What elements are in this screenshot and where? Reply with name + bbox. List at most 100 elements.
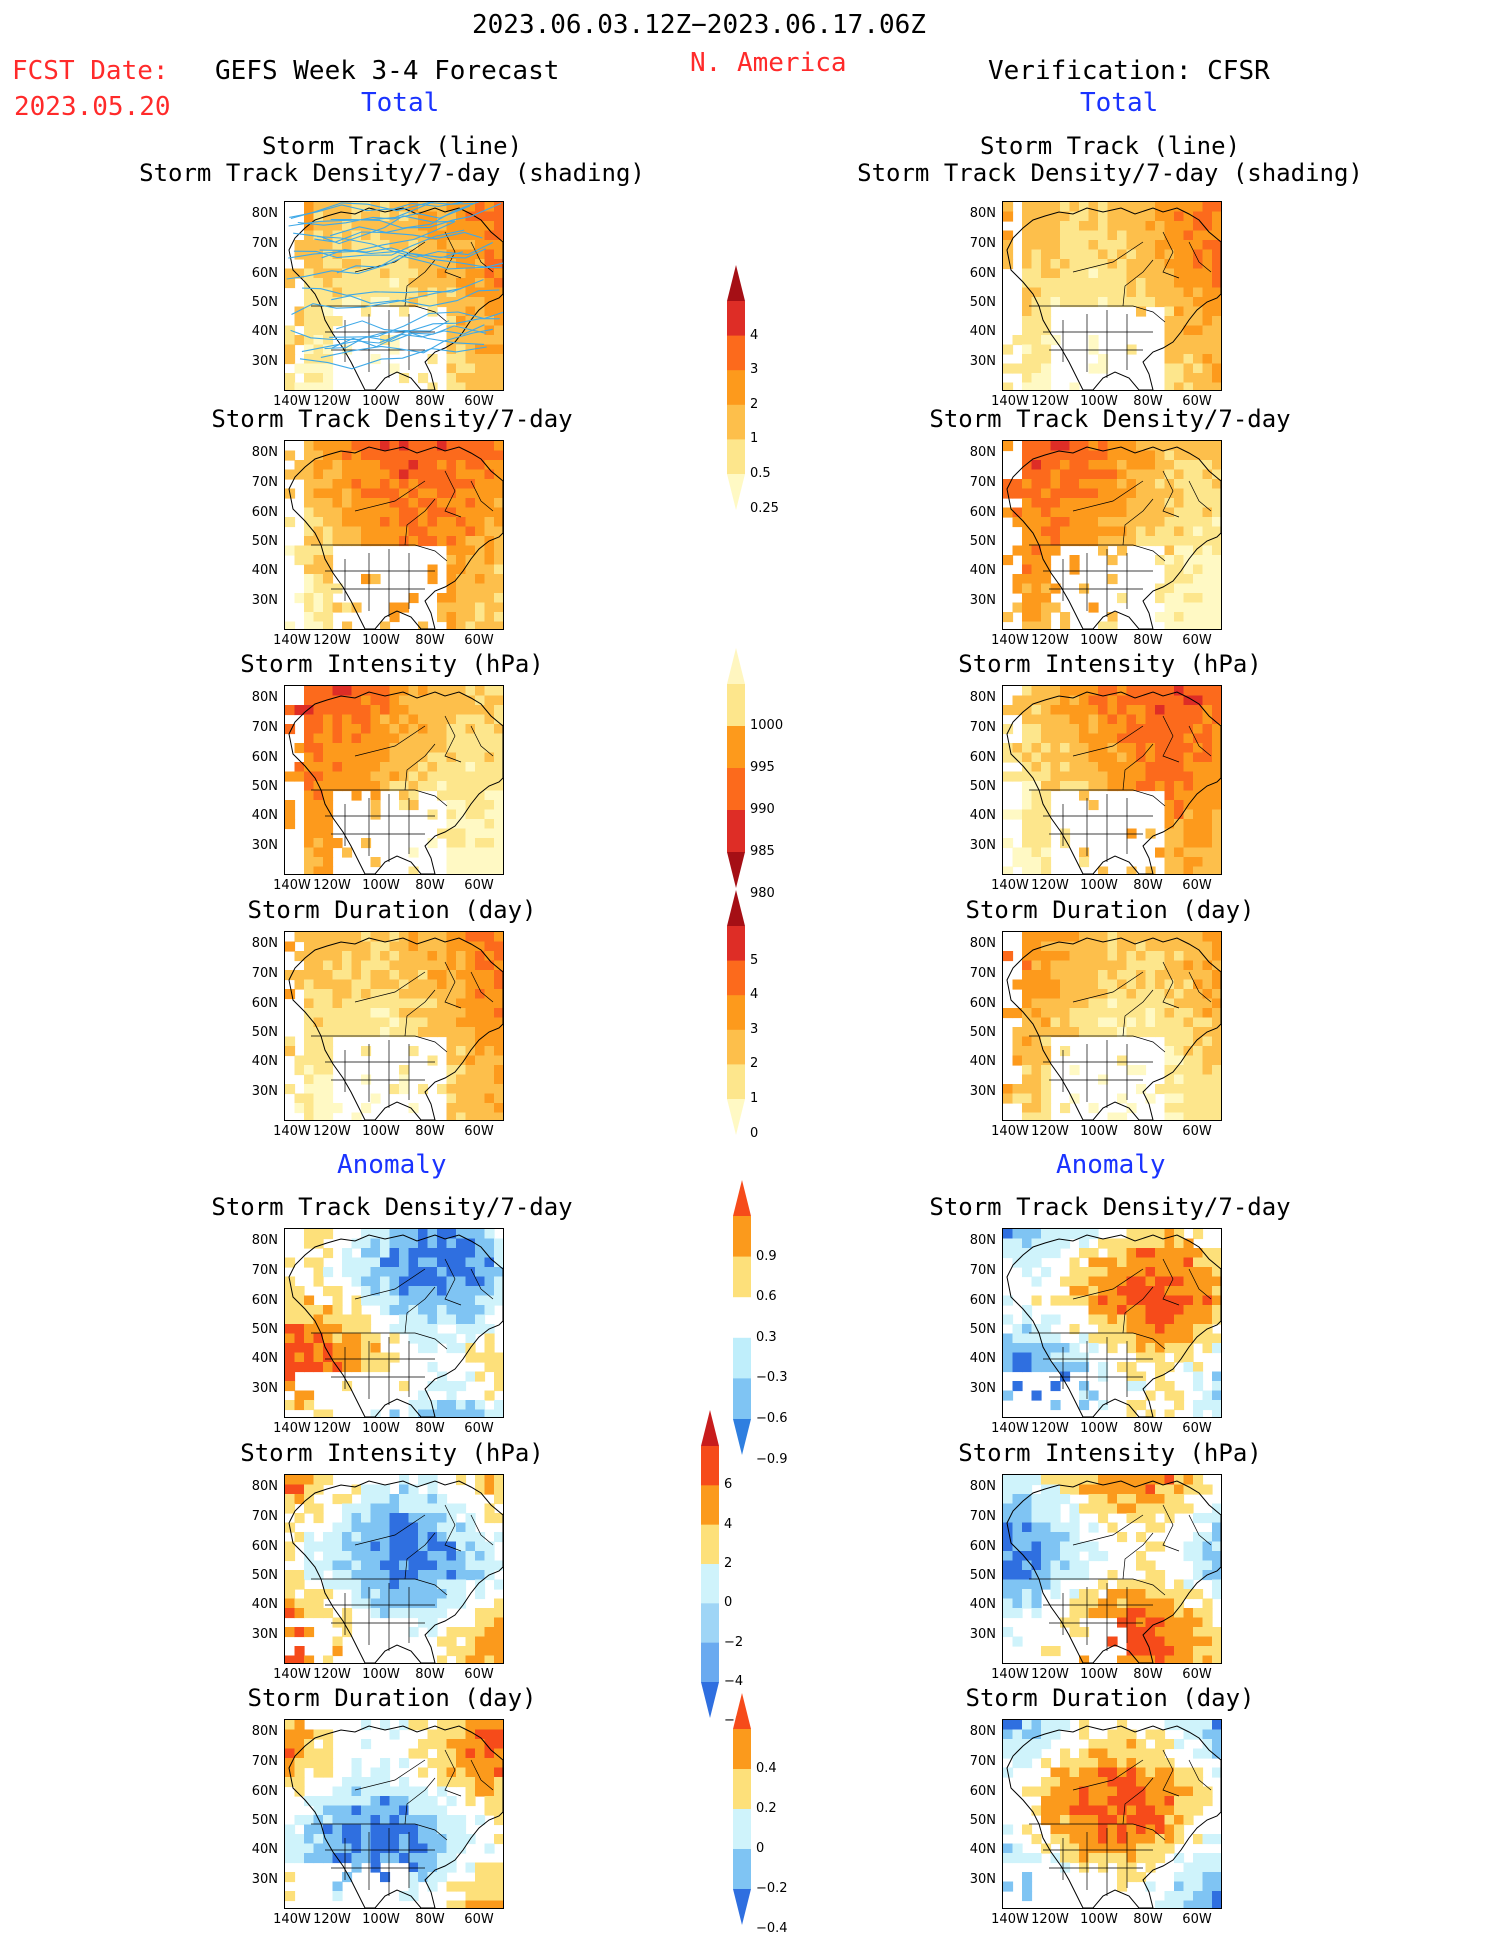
region-title: N. America	[690, 48, 847, 78]
anomaly-intensity-colorbar-bottom-arrow	[701, 1682, 719, 1718]
lat-tick-label: 80N	[251, 1479, 278, 1494]
anomaly-density-colorbar-label: −0.9	[756, 1451, 788, 1467]
lon-tick-label: 60W	[1182, 394, 1212, 409]
verification-density-coastline	[1006, 446, 1221, 629]
intensity-colorbar-bottom-arrow	[727, 852, 745, 888]
lon-tick-label: 120W	[1031, 1667, 1069, 1682]
verification-anom-density-title: Storm Track Density/7-day	[929, 1193, 1291, 1221]
lon-tick-label: 120W	[1031, 1421, 1069, 1436]
forecast-intensity-title: Storm Intensity (hPa)	[240, 650, 544, 678]
duration-colorbar-label: 1	[750, 1091, 759, 1106]
duration-colorbar-label: 0	[750, 1125, 759, 1141]
anomaly-intensity-colorbar-color-bin	[701, 1564, 719, 1604]
forecast-anom-intensity-title: Storm Intensity (hPa)	[240, 1439, 544, 1467]
lon-tick-label: 60W	[464, 1667, 494, 1682]
lon-tick-label: 60W	[1182, 1912, 1212, 1927]
forecast-anom-density-map	[284, 1228, 504, 1418]
forecast-anom-duration-coastline	[288, 1725, 503, 1908]
verification-anom-density-map	[1002, 1228, 1222, 1418]
forecast-intensity-borders	[311, 715, 494, 862]
density-colorbar-color-bin	[727, 335, 745, 371]
lat-tick-label: 40N	[969, 1351, 996, 1366]
lat-tick-label: 40N	[969, 324, 996, 339]
verification-intensity-borders	[1029, 715, 1212, 862]
forecast-track-storm-track-line	[314, 231, 483, 243]
lat-tick-label: 40N	[969, 1842, 996, 1857]
intensity-colorbar-label: 990	[750, 802, 775, 817]
anomaly-duration-colorbar-color-bin	[733, 1769, 751, 1810]
verification-duration-map	[1002, 931, 1222, 1121]
lon-tick-label: 100W	[362, 878, 400, 893]
lat-tick-label: 50N	[969, 295, 996, 310]
lat-tick-label: 40N	[969, 1597, 996, 1612]
lon-tick-label: 80W	[415, 878, 445, 893]
lon-tick-label: 100W	[1080, 1667, 1118, 1682]
lat-tick-label: 60N	[251, 1293, 278, 1308]
lat-tick-label: 50N	[969, 534, 996, 549]
duration-colorbar-color-bin	[727, 1064, 745, 1100]
anomaly-intensity-colorbar-label: 2	[724, 1556, 733, 1571]
lat-tick-label: 80N	[251, 206, 278, 221]
lon-tick-label: 60W	[464, 878, 494, 893]
lat-tick-label: 70N	[969, 1754, 996, 1769]
lon-tick-label: 60W	[1182, 1667, 1212, 1682]
forecast-anom-intensity-map-graphic	[285, 1475, 503, 1663]
density-colorbar-bottom-arrow	[727, 474, 745, 510]
lat-tick-label: 60N	[251, 1539, 278, 1554]
lat-tick-label: 60N	[969, 1784, 996, 1799]
lat-tick-label: 80N	[251, 690, 278, 705]
lat-tick-label: 40N	[251, 1054, 278, 1069]
lon-tick-label: 120W	[313, 1421, 351, 1436]
lon-tick-label: 140W	[991, 633, 1029, 648]
forecast-anom-density-map-graphic	[285, 1229, 503, 1417]
intensity-colorbar-color-bin	[727, 684, 745, 727]
lat-tick-label: 40N	[969, 563, 996, 578]
density-colorbar-label: 0.25	[750, 500, 779, 516]
anomaly-duration-colorbar-color-bin	[733, 1729, 751, 1770]
intensity-colorbar-color-bin	[727, 768, 745, 811]
fcst-date-label: FCST Date:	[12, 56, 169, 86]
forecast-density-map	[284, 440, 504, 630]
right-total-label: Total	[1080, 88, 1159, 118]
lat-tick-label: 50N	[251, 1322, 278, 1337]
lon-tick-label: 140W	[273, 878, 311, 893]
forecast-track-storm-track-line	[330, 202, 502, 237]
lat-tick-label: 30N	[251, 354, 278, 369]
anomaly-intensity-colorbar	[701, 1410, 719, 1718]
forecast-track-storm-track-line	[320, 328, 494, 358]
lon-tick-label: 140W	[273, 1667, 311, 1682]
lat-tick-label: 40N	[251, 1842, 278, 1857]
duration-colorbar-color-bin	[727, 1029, 745, 1065]
verification-intensity-map-graphic	[1003, 686, 1221, 874]
verification-anom-density-borders	[1029, 1258, 1212, 1405]
lon-tick-label: 100W	[362, 1421, 400, 1436]
lon-tick-label: 60W	[1182, 1421, 1212, 1436]
density-colorbar-label: 3	[750, 362, 759, 378]
forecast-track-map-graphic	[285, 202, 503, 390]
lat-tick-label: 60N	[969, 1293, 996, 1308]
lon-tick-label: 120W	[313, 633, 351, 648]
lat-tick-label: 80N	[969, 206, 996, 221]
forecast-density-map-graphic	[285, 441, 503, 629]
forecast-anom-intensity-coastline	[288, 1480, 503, 1663]
lat-tick-label: 60N	[969, 996, 996, 1011]
lon-tick-label: 140W	[273, 1421, 311, 1436]
lon-tick-label: 140W	[991, 1667, 1029, 1682]
intensity-colorbar-color-bin	[727, 810, 745, 853]
anomaly-duration-colorbar-top-arrow	[733, 1693, 751, 1729]
lat-tick-label: 80N	[251, 1233, 278, 1248]
lon-tick-label: 100W	[1080, 878, 1118, 893]
verification-anom-duration-map	[1002, 1719, 1222, 1909]
forecast-track-storm-track-line	[290, 202, 474, 220]
anomaly-density-colorbar-color-bin	[733, 1256, 751, 1298]
anomaly-intensity-colorbar-color-bin	[701, 1485, 719, 1526]
density-colorbar-label: 0.5	[750, 466, 771, 481]
lat-tick-label: 70N	[969, 1509, 996, 1524]
lat-tick-label: 40N	[251, 1597, 278, 1612]
lat-tick-label: 80N	[969, 1724, 996, 1739]
forecast-duration-borders	[311, 961, 494, 1108]
lat-tick-label: 30N	[251, 593, 278, 608]
anomaly-duration-colorbar	[733, 1693, 751, 1925]
forecast-anom-duration-map	[284, 1719, 504, 1909]
anomaly-intensity-colorbar-label: 0	[724, 1595, 733, 1611]
